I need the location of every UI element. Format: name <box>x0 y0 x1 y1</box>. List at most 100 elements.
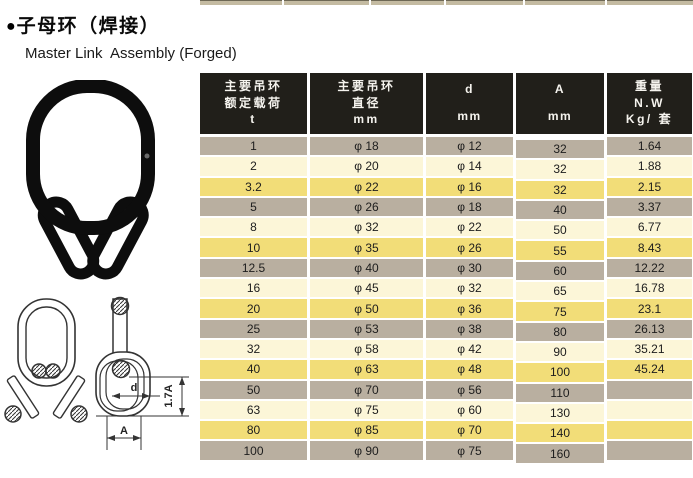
dim-label-h: 1.7A <box>163 384 175 407</box>
front-view <box>4 298 88 423</box>
header-line: 主要吊环 <box>224 79 283 94</box>
side-view <box>95 296 151 417</box>
table-cell-r16-c3: φ 75 <box>426 441 513 460</box>
table-cell-r13-c1: 50 <box>200 380 307 399</box>
table-cell-r15-c2: φ 85 <box>310 421 423 440</box>
table-cell-r1-c4: 32 <box>516 140 604 159</box>
table-cell-r10-c1: 25 <box>200 319 307 338</box>
table-cell-r16-c2: φ 90 <box>310 441 423 460</box>
table-cell-r13-c4: 110 <box>516 383 604 402</box>
table-cell-r3-c3: φ 16 <box>426 177 513 196</box>
table-cell-r6-c2: φ 35 <box>310 238 423 257</box>
page-title-row: ● 子母环（焊接） <box>6 17 160 36</box>
strip-segment <box>371 0 444 5</box>
page-subtitle: Master Link Assembly (Forged) <box>25 45 237 62</box>
table-cell-r12-c1: 40 <box>200 360 307 379</box>
previous-table-edge-strip <box>200 0 693 6</box>
table-cell-r12-c2: φ 63 <box>310 360 423 379</box>
table-cell-r7-c4: 60 <box>516 261 604 281</box>
table-cell-r14-c1: 63 <box>200 400 307 420</box>
header-cell-5: 重量 N.W Kg/ 套 <box>607 73 692 134</box>
table-cell-r2-c1: 2 <box>200 157 307 176</box>
header-line: mm <box>353 112 380 127</box>
table-cell-r8-c1: 16 <box>200 279 307 298</box>
table-cell-r16-c5 <box>607 441 692 460</box>
dim-label-a: A <box>120 425 128 437</box>
table-cell-r10-c5: 26.13 <box>607 319 692 338</box>
table-cell-r6-c3: φ 26 <box>426 238 513 257</box>
table-cell-r6-c4: 55 <box>516 241 604 260</box>
table-cell-r7-c5: 12.22 <box>607 258 692 278</box>
table-cell-r3-c2: φ 22 <box>310 177 423 196</box>
table-cell-r4-c1: 5 <box>200 197 307 217</box>
header-line: 重量 <box>634 79 664 94</box>
table-cell-r6-c5: 8.43 <box>607 238 692 257</box>
table-cell-r11-c3: φ 42 <box>426 339 513 359</box>
table-cell-r10-c3: φ 38 <box>426 319 513 338</box>
table-cell-r7-c1: 12.5 <box>200 258 307 278</box>
table-cell-r15-c1: 80 <box>200 421 307 440</box>
product-photo-master-link-assembly <box>26 80 155 280</box>
table-cell-r9-c3: φ 36 <box>426 299 513 318</box>
table-cell-r4-c3: φ 18 <box>426 197 513 217</box>
table-cell-r11-c1: 32 <box>200 339 307 359</box>
table-cell-r5-c5: 6.77 <box>607 218 692 237</box>
table-cell-r13-c3: φ 56 <box>426 380 513 399</box>
table-cell-r4-c4: 40 <box>516 200 604 220</box>
header-cell-3: d mm <box>426 73 513 134</box>
table-cell-r9-c2: φ 50 <box>310 299 423 318</box>
header-line: N.W <box>634 95 665 110</box>
header-line: mm <box>457 109 482 123</box>
table-cell-r2-c5: 1.88 <box>607 157 692 176</box>
dim-d <box>112 393 160 399</box>
table-cell-r13-c2: φ 70 <box>310 380 423 399</box>
header-line: Kg/ 套 <box>625 112 674 127</box>
table-cell-r4-c5: 3.37 <box>607 197 692 217</box>
table-cell-r15-c3: φ 70 <box>426 421 513 440</box>
table-cell-r12-c4: 100 <box>516 363 604 382</box>
table-cell-r16-c1: 100 <box>200 441 307 460</box>
strip-segment <box>200 0 282 5</box>
table-cell-r1-c5: 1.64 <box>607 137 692 156</box>
header-line: A <box>554 82 566 97</box>
table-cell-r9-c5: 23.1 <box>607 299 692 318</box>
strip-segment <box>284 0 369 5</box>
dim-a <box>106 416 142 450</box>
table-cell-r5-c1: 8 <box>200 218 307 237</box>
table-cell-r7-c2: φ 40 <box>310 258 423 278</box>
table-cell-r5-c2: φ 32 <box>310 218 423 237</box>
table-cell-r15-c4: 140 <box>516 424 604 443</box>
table-cell-r14-c5 <box>607 400 692 420</box>
table-cell-r8-c3: φ 32 <box>426 279 513 298</box>
header-line: mm <box>547 109 573 123</box>
bullet-icon: ● <box>6 17 16 35</box>
dim-label-d: d <box>131 382 138 394</box>
table-cell-r12-c5: 45.24 <box>607 360 692 379</box>
table-cell-r16-c4: 160 <box>516 444 604 463</box>
dim-h <box>96 376 189 417</box>
strip-segment <box>607 0 693 5</box>
table-cell-r2-c3: φ 14 <box>426 157 513 176</box>
strip-segment <box>525 0 605 5</box>
header-line: 主要吊环 <box>337 79 396 94</box>
table-cell-r7-c3: φ 30 <box>426 258 513 278</box>
table-cell-r5-c4: 50 <box>516 221 604 240</box>
table-cell-r1-c2: φ 18 <box>310 137 423 156</box>
table-cell-r11-c4: 90 <box>516 342 604 362</box>
table-cell-r14-c2: φ 75 <box>310 400 423 420</box>
table-cell-r8-c2: φ 45 <box>310 279 423 298</box>
table-cell-r9-c1: 20 <box>200 299 307 318</box>
table-cell-r14-c3: φ 60 <box>426 400 513 420</box>
header-cell-2: 主要吊环 直径 mm <box>310 73 423 134</box>
table-cell-r10-c2: φ 53 <box>310 319 423 338</box>
table-cell-r15-c5 <box>607 421 692 440</box>
header-line: d <box>465 82 474 97</box>
table-cell-r3-c1: 3.2 <box>200 177 307 196</box>
weld-mark <box>144 153 150 159</box>
table-cell-r13-c5 <box>607 380 692 399</box>
table-cell-r4-c2: φ 26 <box>310 197 423 217</box>
